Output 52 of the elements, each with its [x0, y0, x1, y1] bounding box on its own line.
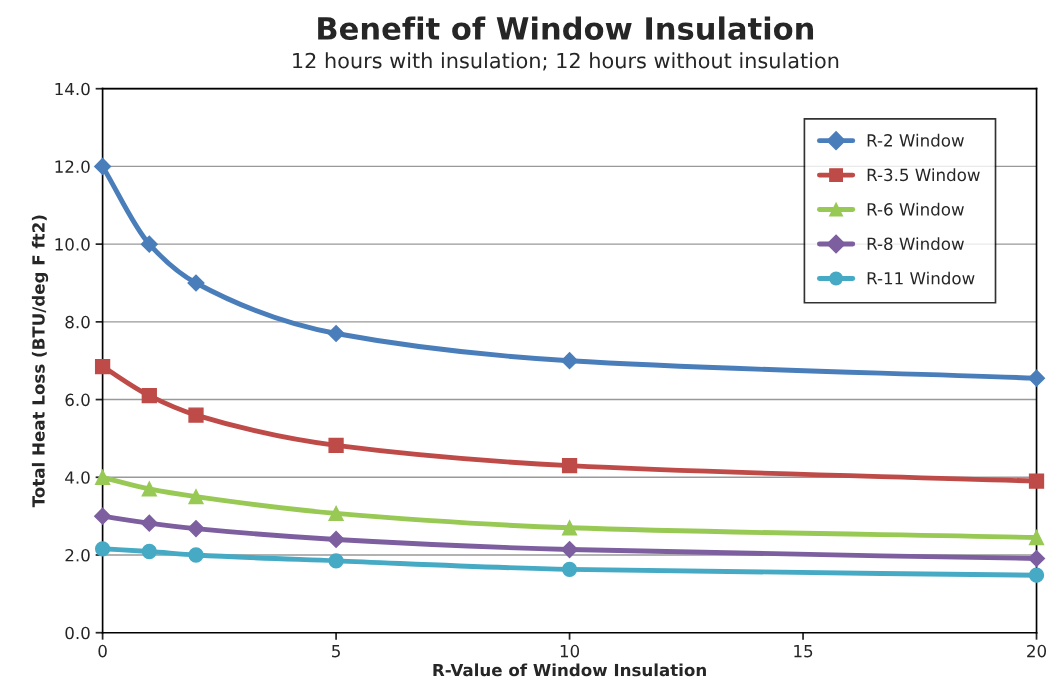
- point: [188, 407, 204, 423]
- point: [188, 489, 204, 505]
- point: [94, 469, 111, 485]
- y-tick-label: 14.0: [55, 82, 90, 96]
- point: [328, 553, 344, 569]
- point: [327, 324, 345, 343]
- point: [1027, 369, 1046, 387]
- point: [561, 520, 578, 536]
- legend-label: R-6 Window: [867, 202, 964, 216]
- point: [140, 514, 158, 532]
- point: [1027, 549, 1046, 568]
- x-tick-label: 0: [98, 644, 107, 658]
- point: [561, 352, 579, 370]
- point: [1028, 473, 1045, 489]
- point: [94, 157, 112, 175]
- y-tick-label: 10.0: [55, 238, 90, 251]
- point: [561, 561, 578, 578]
- x-tick-label: 5: [332, 645, 340, 658]
- y-tick-label: 2.0: [65, 548, 90, 562]
- point: [561, 541, 579, 559]
- legend-label: R-8 Window: [867, 237, 964, 251]
- point: [1028, 567, 1045, 583]
- x-tick-label: 15: [794, 645, 813, 658]
- point: [188, 547, 204, 563]
- chart-subtitle: 12 hours with insulation; 12 hours without insulation: [293, 52, 839, 71]
- point: [140, 235, 158, 253]
- point: [141, 388, 157, 404]
- y-tick-label: 8.0: [65, 315, 90, 329]
- x-tick-label: 10: [560, 644, 580, 658]
- y-tick-label: 6.0: [65, 393, 90, 407]
- y-tick-label: 0.0: [65, 626, 90, 640]
- point: [561, 457, 578, 474]
- point: [94, 541, 111, 557]
- point: [187, 520, 205, 538]
- point: [187, 274, 205, 292]
- legend-label: R-2 Window: [867, 133, 964, 147]
- legend-label: R-3.5 Window: [867, 168, 980, 182]
- chart-title: Benefit of Window Insulation: [318, 16, 814, 41]
- y-tick-label: 4.0: [65, 471, 90, 484]
- point: [328, 437, 344, 454]
- point: [141, 481, 157, 497]
- x-axis-title: R-Value of Window Insulation: [433, 663, 706, 677]
- point: [328, 505, 344, 522]
- point: [94, 358, 111, 375]
- point: [327, 530, 345, 549]
- x-tick-label: 20: [1027, 644, 1047, 658]
- y-tick-label: 12.0: [55, 160, 90, 173]
- y-axis-title: Total Heat Loss (BTU/deg F ft2): [31, 215, 49, 508]
- legend-label: R-11 Window: [867, 271, 975, 285]
- point: [1028, 529, 1045, 546]
- point: [141, 543, 157, 560]
- point: [94, 507, 112, 525]
